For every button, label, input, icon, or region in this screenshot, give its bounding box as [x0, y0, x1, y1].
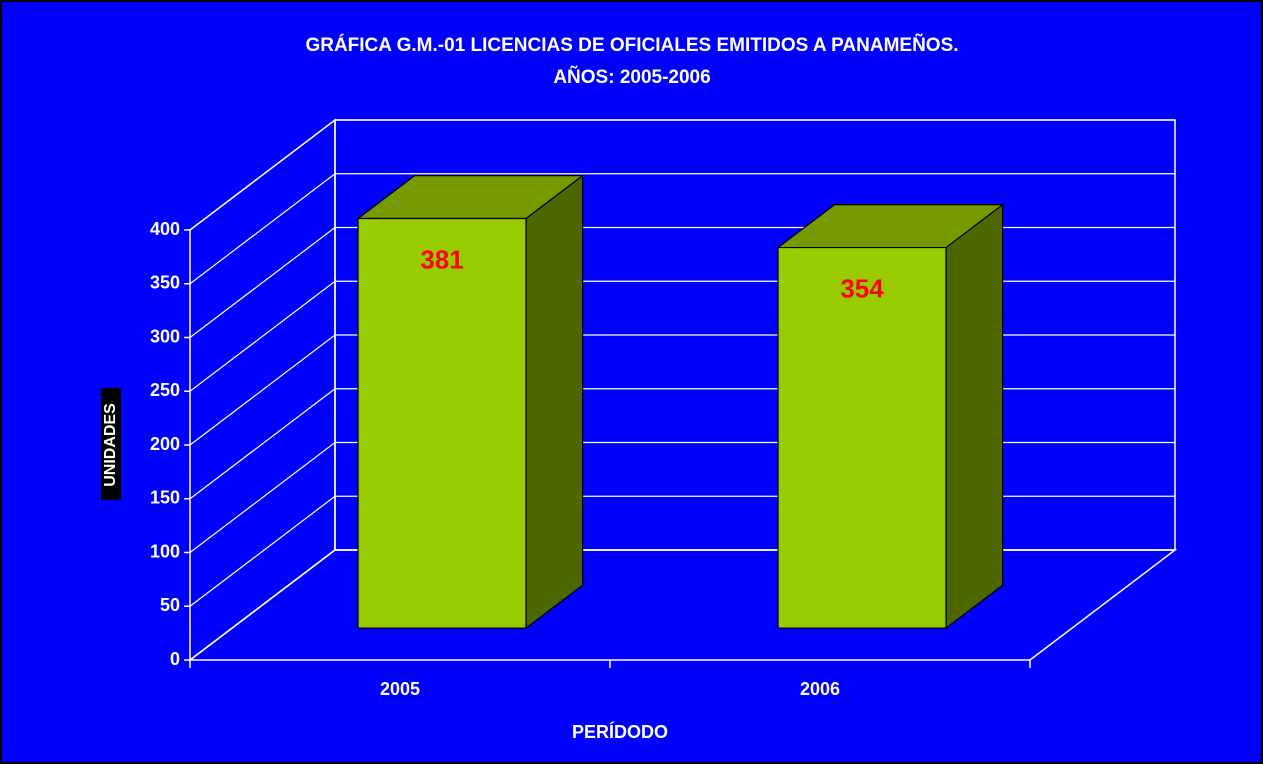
y-tick-label: 150: [150, 488, 180, 508]
y-tick-label: 100: [150, 541, 180, 561]
data-label: 354: [840, 273, 884, 303]
y-axis-title: UNIDADES: [102, 403, 119, 487]
x-axis-title: PERÍDODO: [572, 721, 668, 742]
y-tick-label: 250: [150, 380, 180, 400]
bar-side: [525, 174, 584, 630]
chart-title: GRÁFICA G.M.-01 LICENCIAS DE OFICIALES E…: [305, 34, 958, 56]
y-tick-label: 200: [150, 434, 180, 454]
grid-line: [189, 173, 1175, 285]
data-label: 381: [420, 244, 463, 274]
x-tick-label: 2005: [380, 679, 420, 699]
y-tick-label: 50: [160, 595, 180, 615]
x-tick-label: 2006: [800, 679, 840, 699]
y-tick-label: 400: [150, 219, 180, 239]
bar: [357, 217, 527, 629]
grid-line: [189, 119, 1175, 231]
y-tick-label: 350: [150, 273, 180, 293]
y-tick-label: 0: [170, 649, 180, 669]
chart-subtitle: AÑOS: 2005-2006: [553, 66, 710, 88]
y-title-box: [101, 388, 121, 500]
bar: [777, 246, 947, 629]
y-tick-label: 300: [150, 326, 180, 346]
bar-side: [945, 203, 1004, 630]
